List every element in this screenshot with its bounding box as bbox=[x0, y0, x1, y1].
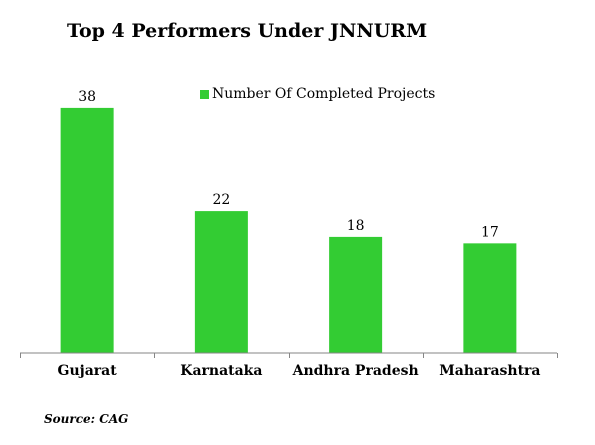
data-label: 38 bbox=[78, 89, 96, 105]
category-label: Maharashtra bbox=[439, 363, 540, 379]
bar bbox=[60, 107, 114, 354]
legend-label: Number Of Completed Projects bbox=[212, 86, 436, 102]
data-label: 18 bbox=[347, 218, 365, 234]
legend-swatch bbox=[200, 89, 209, 99]
data-label: 22 bbox=[212, 192, 230, 208]
category-label: Karnataka bbox=[180, 363, 262, 379]
data-label: 17 bbox=[481, 224, 499, 240]
category-label: Andhra Pradesh bbox=[292, 363, 419, 379]
source-note: Source: CAG bbox=[44, 412, 129, 426]
bar bbox=[194, 211, 248, 353]
chart-title: Top 4 Performers Under JNNURM bbox=[67, 20, 428, 42]
bar bbox=[463, 243, 517, 353]
chart-legend: Number Of Completed Projects bbox=[200, 86, 435, 102]
bar bbox=[329, 236, 383, 353]
category-label: Gujarat bbox=[58, 363, 118, 379]
